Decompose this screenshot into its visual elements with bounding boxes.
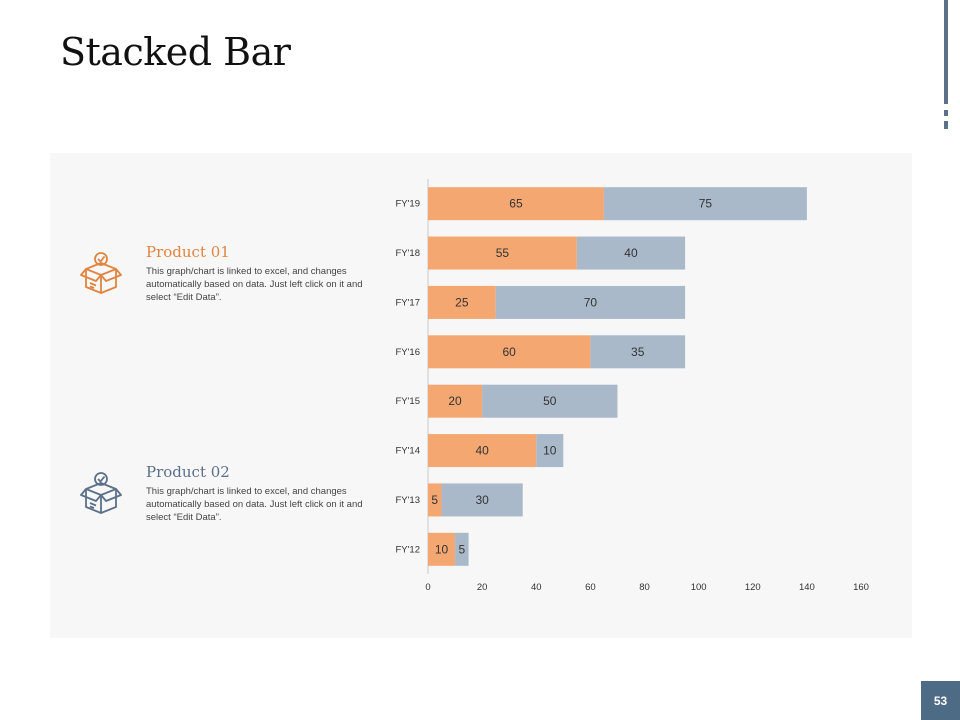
box-check-icon (80, 472, 122, 514)
x-tick-label: 60 (585, 582, 596, 593)
page-title: Stacked Bar (60, 30, 291, 74)
product-title: Product 01 (146, 243, 230, 261)
y-tick-label: FY'17 (395, 297, 420, 308)
data-label: 10 (435, 542, 449, 556)
bar-product-02 (495, 285, 686, 319)
y-tick-label: FY'19 (395, 199, 420, 210)
bar-product-02 (536, 434, 564, 468)
data-label: 40 (624, 246, 638, 260)
x-tick-label: 140 (799, 582, 815, 593)
data-label: 20 (448, 394, 462, 408)
y-tick-label: FY'16 (395, 347, 420, 358)
y-tick-label: FY'12 (395, 544, 420, 555)
bar-product-01 (428, 236, 577, 270)
data-label: 65 (509, 197, 523, 211)
x-tick-label: 100 (691, 582, 707, 593)
data-label: 50 (543, 394, 557, 408)
bar-product-02 (603, 187, 807, 221)
accent-square (944, 110, 948, 116)
bar-product-01 (428, 384, 483, 418)
bar-product-01 (428, 187, 604, 221)
data-label: 35 (631, 345, 645, 359)
y-tick-label: FY'13 (395, 495, 420, 506)
accent-square (944, 121, 948, 129)
data-label: 75 (699, 197, 713, 211)
product-title: Product 02 (146, 463, 230, 481)
data-label: 10 (543, 444, 557, 458)
bar-product-02 (482, 384, 618, 418)
data-label: 55 (496, 246, 510, 260)
product-description: This graph/chart is linked to excel, and… (146, 486, 363, 523)
bar-product-01 (428, 483, 442, 517)
x-tick-label: 120 (745, 582, 761, 593)
data-label: 40 (475, 444, 489, 458)
data-label: 70 (584, 295, 598, 309)
bar-product-02 (455, 532, 469, 566)
accent-bar (944, 0, 948, 104)
x-tick-label: 0 (425, 582, 430, 593)
y-tick-label: FY'14 (395, 446, 420, 457)
bar-product-02 (576, 236, 686, 270)
x-tick-label: 20 (477, 582, 488, 593)
bar-product-02 (590, 335, 686, 369)
x-tick-label: 40 (531, 582, 542, 593)
data-label: 5 (431, 493, 438, 507)
page-number: 53 (921, 681, 960, 720)
product-description: This graph/chart is linked to excel, and… (146, 266, 363, 303)
bar-product-01 (428, 335, 591, 369)
box-check-icon (80, 252, 122, 294)
x-tick-label: 80 (639, 582, 650, 593)
bar-product-01 (428, 532, 456, 566)
data-label: 30 (475, 493, 489, 507)
bar-product-01 (428, 434, 537, 468)
bar-product-01 (428, 285, 496, 319)
data-label: 5 (458, 542, 465, 556)
x-tick-label: 160 (853, 582, 869, 593)
stacked-bar-chart: FY'12 10 5 FY'13 5 30 FY'14 40 10 FY'15 20 50 FY'16 6… (395, 179, 869, 593)
bar-product-02 (441, 483, 523, 517)
y-tick-label: FY'18 (395, 248, 420, 259)
data-label: 25 (455, 295, 469, 309)
data-label: 60 (503, 345, 517, 359)
y-tick-label: FY'15 (395, 396, 420, 407)
